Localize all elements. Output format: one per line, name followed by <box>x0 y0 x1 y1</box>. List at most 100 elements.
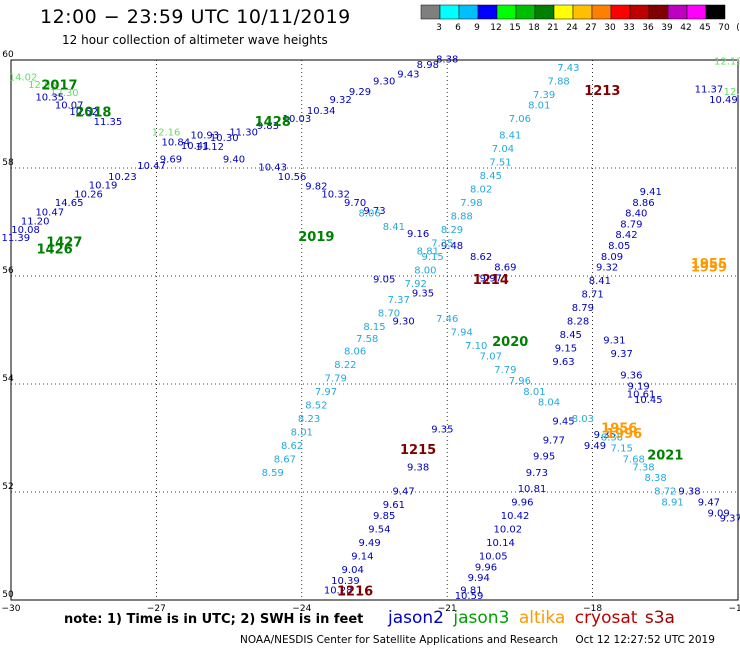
wave-height-point: 10.47 <box>35 208 64 219</box>
wave-height-point: 12.30 <box>50 88 79 99</box>
wave-height-point: 8.45 <box>480 171 502 182</box>
pass-number-label: 2020 <box>492 335 528 350</box>
wave-height-point: 8.59 <box>262 468 284 479</box>
wave-height-point: 7.35 <box>431 238 453 249</box>
wave-height-point: 7.51 <box>489 157 511 168</box>
mission-legend: jason2 jason3 altika cryosat s3a <box>388 608 675 628</box>
wave-height-point: 7.92 <box>405 279 427 290</box>
wave-height-point: 9.69 <box>160 155 182 166</box>
mission-s3a: s3a <box>644 608 675 628</box>
wave-height-point: 9.49 <box>584 441 606 452</box>
wave-height-point: 8.04 <box>538 398 560 409</box>
wave-height-point: 9.14 <box>351 552 373 563</box>
wave-height-point: 8.09 <box>601 252 623 263</box>
wave-height-point: 8.79 <box>572 303 594 314</box>
wave-height-point: 8.72 <box>654 487 676 498</box>
wave-height-point: 9.35 <box>431 425 453 436</box>
pass-number-label: 1959 <box>691 261 727 276</box>
colorbar-label: 30 <box>604 23 616 33</box>
wave-height-point: 10.35 <box>35 93 64 104</box>
wave-height-point: 9.04 <box>342 565 364 576</box>
pass-number-label: 1428 <box>255 115 291 130</box>
wave-height-point: 9.63 <box>552 357 574 368</box>
wave-height-point: 9.95 <box>533 452 555 463</box>
wave-height-point: 7.96 <box>509 376 531 387</box>
wave-height-point: 8.41 <box>383 222 405 233</box>
wave-height-point: 10.28 <box>324 586 353 597</box>
wave-height-point: 9.36 <box>620 371 642 382</box>
wave-height-point: 10.34 <box>307 106 336 117</box>
wave-height-point: 10.81 <box>518 484 547 495</box>
wave-height-point: 10.26 <box>74 190 103 201</box>
wave-height-point: 8.41 <box>589 276 611 287</box>
wave-height-point: 8.06 <box>344 346 366 357</box>
wave-height-point: 10.49 <box>709 95 738 106</box>
wave-height-point: 10.52 <box>69 107 98 118</box>
wave-height-point: 8.28 <box>567 317 589 328</box>
wave-height-point: 8.01 <box>523 387 545 398</box>
wave-height-point: 7.43 <box>557 63 579 74</box>
wave-height-point: 8.52 <box>305 400 327 411</box>
mission-jason2: jason2 <box>388 608 444 628</box>
wave-height-point: 12.42 <box>724 87 740 98</box>
wave-height-point: 9.37 <box>611 349 633 360</box>
colorbar-label: 42 <box>680 23 691 33</box>
plot-frame <box>10 59 739 601</box>
pass-number-label: 1213 <box>584 84 620 99</box>
wave-height-point: 11.35 <box>94 117 123 128</box>
colorbar-swatch <box>705 4 726 20</box>
wave-height-point: 9.19 <box>628 381 650 392</box>
wave-height-point: 8.71 <box>581 290 603 301</box>
wave-height-point: 7.58 <box>356 334 378 345</box>
wave-height-point: 8.67 <box>274 454 296 465</box>
wave-height-point: 8.05 <box>608 241 630 252</box>
colorbar-label: 12 <box>490 23 501 33</box>
wave-height-point: 9.49 <box>359 538 381 549</box>
wave-height-point: 9.05 <box>373 274 395 285</box>
wave-height-point: 9.16 <box>407 229 429 240</box>
pass-number-label: 1996 <box>606 427 642 442</box>
page-subtitle: 12 hour collection of altimeter wave hei… <box>62 33 328 47</box>
wave-height-point: 7.07 <box>480 352 502 363</box>
wave-height-point: 10.43 <box>258 163 287 174</box>
wave-height-point: 12.95 <box>28 80 57 91</box>
x-tick-label: −15 <box>729 604 740 614</box>
wave-height-point: 8.38 <box>601 433 623 444</box>
wave-height-point: 8.41 <box>499 130 521 141</box>
wave-height-point: 10.19 <box>89 181 118 192</box>
wave-height-point: 9.73 <box>363 206 385 217</box>
wave-height-point: 11.30 <box>229 128 258 139</box>
pass-number-label: 1956 <box>601 422 637 437</box>
wave-height-point: 12.19 <box>714 56 740 67</box>
wave-height-point: 9.43 <box>397 69 419 80</box>
x-tick-label: −18 <box>583 604 602 614</box>
pass-number-label: 2021 <box>647 449 683 464</box>
colorbar-label: (ft) <box>736 23 740 33</box>
pass-number-label: 2019 <box>298 230 334 245</box>
wave-height-point: 9.32 <box>596 263 618 274</box>
wave-height-point: 7.97 <box>315 387 337 398</box>
wave-height-point: 9.30 <box>392 317 414 328</box>
wave-height-point: 9.81 <box>460 586 482 597</box>
wave-height-point: 8.45 <box>560 330 582 341</box>
credit-timestamp: Oct 12 12:27:52 UTC 2019 <box>575 634 715 646</box>
colorbar-label: 18 <box>528 23 540 33</box>
mission-cryosat: cryosat <box>574 608 638 628</box>
wave-height-point: 8.79 <box>620 219 642 230</box>
wave-height-point: 8.01 <box>528 101 550 112</box>
wave-height-point: 9.85 <box>373 511 395 522</box>
pass-number-label: 1427 <box>46 235 82 250</box>
wave-height-point: 9.32 <box>329 95 351 106</box>
wave-height-point: 8.01 <box>291 427 313 438</box>
wave-height-point: 9.41 <box>640 187 662 198</box>
pass-number-label: 1216 <box>337 585 373 600</box>
wave-height-point: 7.06 <box>509 114 531 125</box>
wave-height-point: 9.37 <box>720 514 740 525</box>
colorbar-label: 45 <box>699 23 710 33</box>
wave-height-point: 8.03 <box>572 414 594 425</box>
y-tick-label: 54 <box>2 374 14 384</box>
wave-height-point: 9.48 <box>441 241 463 252</box>
wave-height-point: 7.15 <box>611 444 633 455</box>
pass-number-label: 1214 <box>473 273 509 288</box>
y-tick-label: 56 <box>2 266 14 276</box>
